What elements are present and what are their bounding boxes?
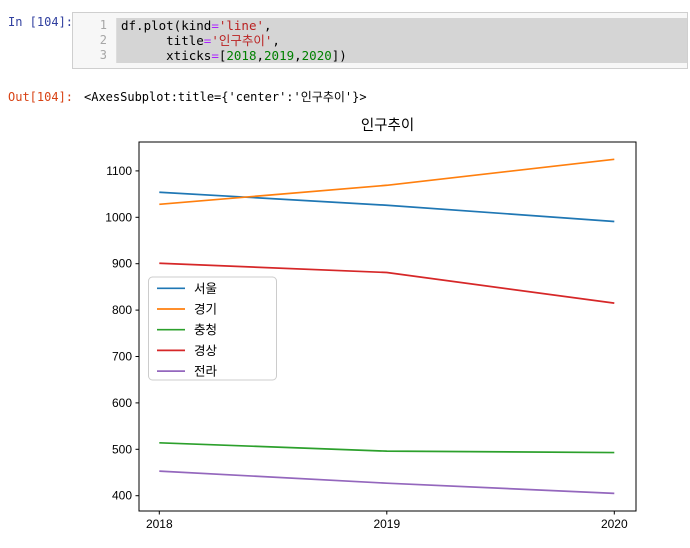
code-line[interactable]: title='인구추이', <box>117 33 687 48</box>
code-token: = <box>203 33 212 48</box>
x-tick-label: 2020 <box>601 517 628 531</box>
y-tick-label: 1000 <box>105 210 132 224</box>
code-token: df.plot(kind <box>121 18 212 33</box>
series-line-경상 <box>159 262 615 304</box>
output-repr: <AxesSubplot:title={'center':'인구추이'}> <box>84 90 367 104</box>
line-number: 2 <box>99 33 107 47</box>
line-number: 3 <box>99 48 107 62</box>
legend-label-전라: 전라 <box>194 365 218 379</box>
code-token: = <box>211 48 219 63</box>
code-token: 2018 <box>226 48 257 63</box>
series-line-서울 <box>159 191 615 223</box>
y-tick-label: 1100 <box>106 164 132 178</box>
code-token: title <box>121 33 204 48</box>
code-line[interactable]: xticks=[2018,2019,2020]) <box>117 48 687 63</box>
code-token: ]) <box>331 48 347 63</box>
code-editor[interactable]: df.plot(kind='line', title='인구추이', xtick… <box>117 18 687 63</box>
series-line-전라 <box>159 470 615 495</box>
code-token: 2019 <box>264 48 295 63</box>
line-number: 1 <box>99 18 107 32</box>
chart-title: 인구추이 <box>361 117 414 134</box>
y-tick-label: 800 <box>112 303 132 317</box>
series-line-경기 <box>159 158 615 206</box>
code-token: [ <box>218 48 227 63</box>
legend-label-경기: 경기 <box>194 303 217 317</box>
y-tick-label: 700 <box>112 350 132 364</box>
legend-box <box>148 276 277 381</box>
code-token: '인구추이' <box>211 33 273 48</box>
output-prompt: Out[104]: <box>8 90 74 104</box>
code-token: , <box>264 18 272 33</box>
y-tick-label: 400 <box>112 489 132 503</box>
series-line-충청 <box>159 441 615 454</box>
code-token: = <box>211 18 219 33</box>
input-prompt: In [104]: <box>8 15 74 29</box>
code-token: , <box>294 48 302 63</box>
line-chart-figure: 400 500 600 700 800 900 1000 1100 2018 2019 2020 인구… <box>105 117 637 531</box>
code-line[interactable]: df.plot(kind='line', <box>117 18 687 33</box>
code-token: , <box>272 33 280 48</box>
y-tick-label: 900 <box>112 257 132 271</box>
code-token: xticks <box>121 48 212 63</box>
legend-label-서울: 서울 <box>194 282 217 296</box>
code-token: 2020 <box>301 48 332 63</box>
y-tick-label: 500 <box>112 442 132 456</box>
code-token: 'line' <box>218 18 264 33</box>
y-tick-label: 600 <box>112 396 132 410</box>
legend-label-경상: 경상 <box>194 344 218 358</box>
x-tick-label: 2018 <box>146 517 173 531</box>
code-token: , <box>256 48 265 63</box>
legend-label-충청: 충청 <box>194 323 217 337</box>
x-tick-label: 2019 <box>373 517 400 531</box>
